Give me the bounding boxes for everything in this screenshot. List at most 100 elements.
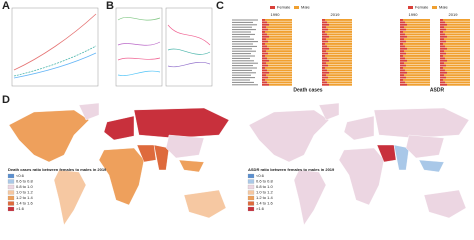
bar-female <box>400 69 405 72</box>
year-header: 1990 <box>409 12 419 17</box>
bar-female <box>262 35 269 38</box>
bar-female <box>400 23 407 26</box>
bar-female <box>262 57 267 60</box>
curve <box>117 70 161 76</box>
bar-female <box>400 33 405 36</box>
legend-swatch <box>270 6 275 9</box>
bar-female <box>322 28 328 31</box>
legend-label: 1.0 to 1.2 <box>16 190 33 195</box>
bar-male <box>327 81 352 84</box>
legend-label: 0.8 to 1.0 <box>256 184 273 189</box>
africa <box>338 147 385 206</box>
bar-female <box>262 31 265 33</box>
curve <box>13 52 97 79</box>
bar-female <box>262 67 265 69</box>
bar-female <box>262 45 267 48</box>
year-header: 2019 <box>449 12 459 17</box>
row-label <box>232 41 258 43</box>
legend-swatch <box>7 206 15 212</box>
bar-female <box>322 74 326 77</box>
row-label <box>232 74 251 76</box>
bar-male <box>406 28 430 31</box>
bar-male <box>329 47 352 50</box>
bar-female <box>440 62 444 65</box>
bar-female <box>400 19 403 21</box>
bar-male <box>446 52 470 55</box>
panel-label: C <box>216 0 224 12</box>
bar-male <box>444 38 470 41</box>
legend-label: Male <box>439 5 448 10</box>
bar-male <box>403 79 430 81</box>
bar-male <box>326 38 352 41</box>
middle-east <box>136 144 157 163</box>
subplot-title: Death cases <box>293 87 322 93</box>
bar-female <box>400 35 407 38</box>
legend-swatch <box>7 195 15 201</box>
legend-label: 1.2 to 1.4 <box>16 195 33 200</box>
bar-male <box>446 76 470 79</box>
bar-female <box>400 59 407 62</box>
axes <box>165 7 213 87</box>
bar-male <box>265 67 292 69</box>
curve <box>117 57 161 61</box>
bar-male <box>329 59 352 62</box>
bar-male <box>446 28 470 31</box>
legend-label: <0.6 <box>256 173 265 178</box>
russia <box>133 107 230 139</box>
axes <box>11 7 99 87</box>
row-label <box>232 79 250 81</box>
bar-female <box>440 83 447 86</box>
bar-female <box>440 23 447 26</box>
bar-female <box>322 31 325 33</box>
legend-swatch <box>247 179 255 184</box>
legend-label: Female <box>277 5 291 10</box>
legend-swatch <box>7 190 15 195</box>
legend-swatch <box>247 184 255 190</box>
bar-female <box>440 55 443 57</box>
bar-male <box>267 33 292 36</box>
bar-male <box>406 52 430 55</box>
bar-female <box>440 33 445 36</box>
legend-swatch <box>7 173 15 179</box>
bar-female <box>322 23 329 26</box>
bar-female <box>262 71 269 74</box>
bar-female <box>440 19 443 21</box>
middle-east <box>376 144 397 163</box>
bar-male <box>265 79 292 81</box>
greenland <box>78 102 100 121</box>
bar-male <box>266 62 292 65</box>
bar-female <box>440 47 447 50</box>
bar-female <box>400 43 403 45</box>
southeast-asia <box>178 159 205 173</box>
bar-female <box>322 47 329 50</box>
china <box>165 134 205 159</box>
row-label <box>232 72 256 74</box>
legend-label: Male <box>301 5 310 10</box>
legend-swatch <box>247 201 255 206</box>
bar-male <box>325 79 352 81</box>
bar-male <box>327 69 352 72</box>
bar-male <box>325 19 352 21</box>
bar-female <box>322 83 329 86</box>
curve <box>13 45 97 77</box>
bar-male <box>329 23 352 26</box>
legend-swatch <box>247 173 255 179</box>
bar-female <box>440 45 445 48</box>
curve <box>167 48 211 55</box>
bar-female <box>262 83 269 86</box>
bar-male <box>403 43 430 45</box>
bar-female <box>322 40 328 43</box>
bar-female <box>440 50 444 53</box>
row-label <box>232 69 252 71</box>
bar-female <box>262 21 267 24</box>
bar-male <box>404 50 430 53</box>
bar-female <box>322 52 328 55</box>
row-label <box>232 62 258 64</box>
row-label <box>232 55 255 57</box>
legend-label: 1.0 to 1.2 <box>256 190 273 195</box>
row-label <box>232 67 257 69</box>
europe <box>103 115 135 141</box>
bar-female <box>400 28 406 31</box>
bar-female <box>400 40 406 43</box>
row-label <box>232 50 256 52</box>
